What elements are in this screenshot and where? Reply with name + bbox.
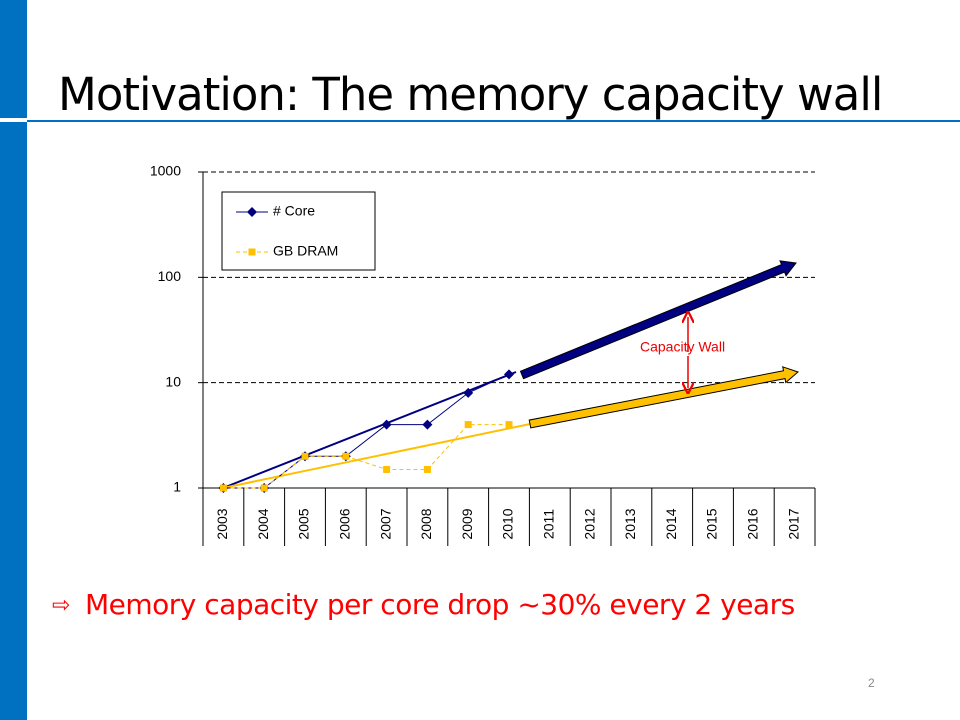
title-rule [27,120,960,122]
side-bar [0,0,27,118]
y-tick-label: 1 [173,479,181,495]
legend-marker [247,207,257,217]
marker [464,421,472,429]
marker [260,484,268,492]
x-tick-label: 2012 [581,508,597,539]
legend-box [221,191,376,271]
y-tick-label: 1000 [150,163,181,179]
marker [301,452,309,460]
x-tick-label: 2013 [622,508,638,539]
marker [505,421,513,429]
x-tick-label: 2011 [541,509,557,539]
bullet-text: Memory capacity per core drop ~30% every… [85,588,795,621]
y-tick-label: 10 [165,373,181,389]
marker [504,369,514,380]
side-bar [0,122,27,720]
marker [422,419,433,430]
marker [342,452,350,460]
legend-marker [248,248,256,256]
x-tick-label: 2007 [377,508,393,539]
marker [463,387,474,398]
x-tick-label: 2005 [296,508,312,539]
x-tick-label: 2017 [785,508,801,539]
y-tick-label: 100 [158,268,182,284]
x-tick-label: 2016 [745,508,761,539]
legend-label: # Core [273,203,315,219]
marker [219,484,227,492]
x-tick-label: 2010 [500,508,516,539]
x-tick-label: 2008 [418,508,434,539]
marker [381,419,392,430]
marker [383,465,391,473]
annotation: Capacity Wall [640,339,725,355]
x-tick-label: 2009 [459,508,475,539]
x-tick-label: 2015 [704,508,720,539]
marker [423,465,431,473]
trend-line [222,423,531,489]
projection-arrow [519,260,797,380]
legend-label: GB DRAM [273,243,338,259]
x-tick-label: 2004 [255,508,271,539]
projection-arrow [528,366,799,429]
x-tick-label: 2014 [663,508,679,539]
bullet-icon: ⇨ [52,592,71,617]
series-line [223,424,509,489]
slide-title: Motivation: The memory capacity wall [58,68,883,121]
page-number: 2 [868,676,875,690]
x-tick-label: 2006 [337,508,353,539]
x-tick-label: 2003 [214,508,230,539]
